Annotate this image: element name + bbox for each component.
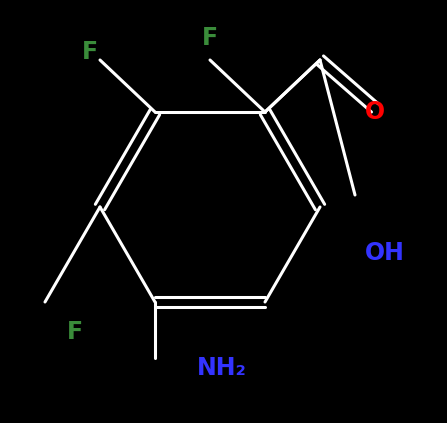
Text: OH: OH [365,241,405,265]
Text: F: F [82,40,98,64]
Text: F: F [67,320,83,344]
Text: O: O [365,100,385,124]
Text: NH₂: NH₂ [197,356,247,380]
Text: F: F [202,26,218,50]
